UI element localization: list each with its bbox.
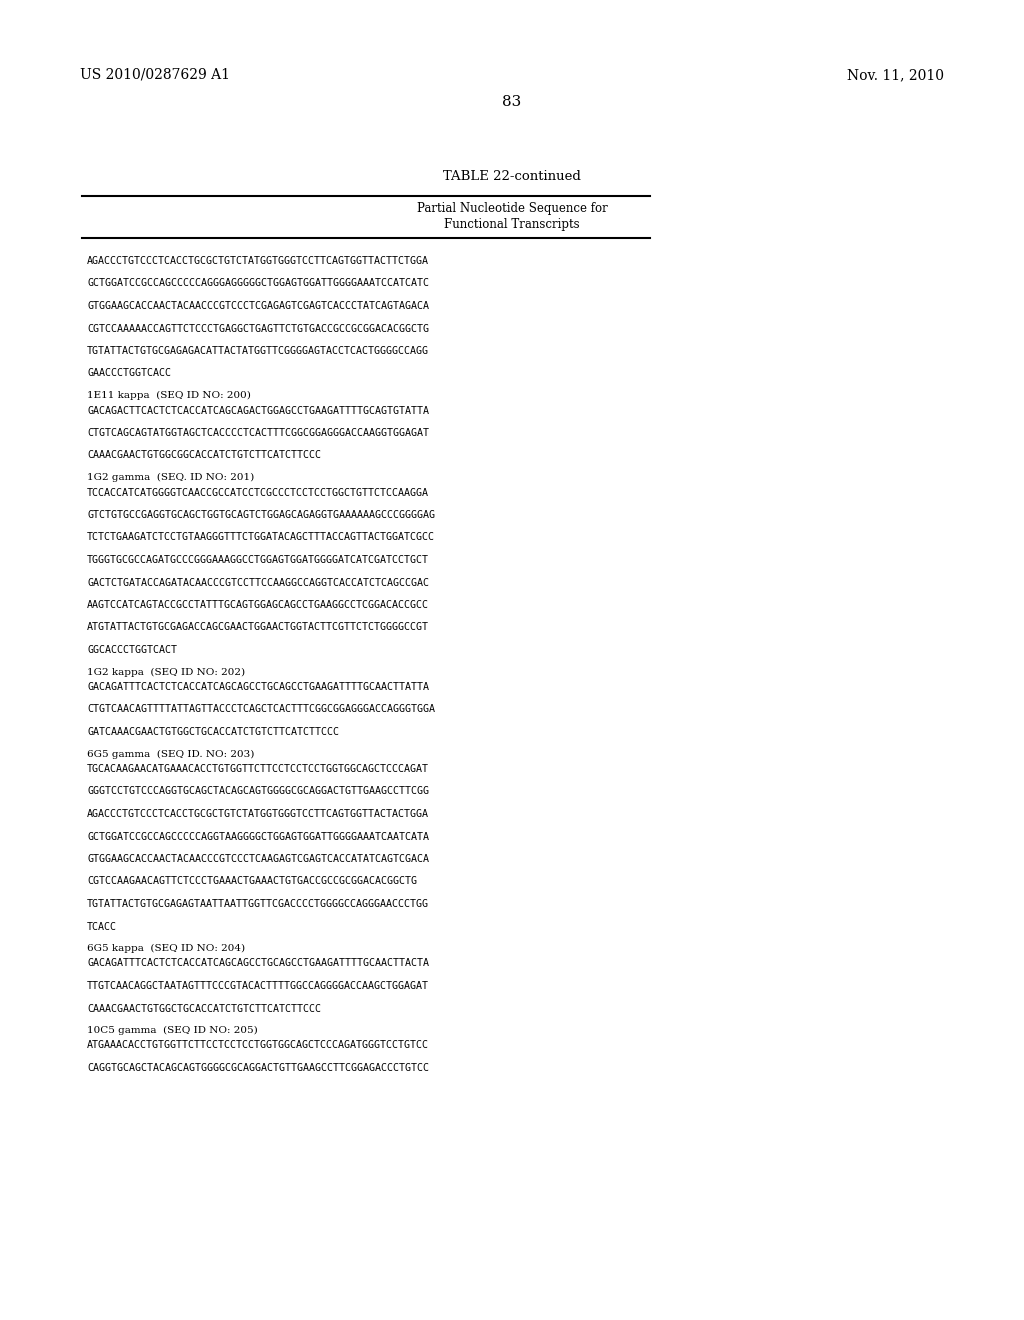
Text: ATGAAACACCTGTGGTTCTTCCTCCTCCTGGTGGCAGCTCCCAGATGGGTCCTGTCC: ATGAAACACCTGTGGTTCTTCCTCCTCCTGGTGGCAGCTC… [87, 1040, 429, 1051]
Text: CGTCCAAGAACAGTTCTCCCTGAAACTGAAACTGTGACCGCCGCGGACACGGCTG: CGTCCAAGAACAGTTCTCCCTGAAACTGAAACTGTGACCG… [87, 876, 417, 887]
Text: CGTCCAAAAACCAGTTCTCCCTGAGGCTGAGTTCTGTGACCGCCGCGGACACGGCTG: CGTCCAAAAACCAGTTCTCCCTGAGGCTGAGTTCTGTGAC… [87, 323, 429, 334]
Text: CAGGTGCAGCTACAGCAGTGGGGCGCAGGACTGTTGAAGCCTTCGGAGACCCTGTCC: CAGGTGCAGCTACAGCAGTGGGGCGCAGGACTGTTGAAGC… [87, 1063, 429, 1073]
Text: GTCTGTGCCGAGGTGCAGCTGGTGCAGTCTGGAGCAGAGGTGAAAAAAGCCCGGGGAG: GTCTGTGCCGAGGTGCAGCTGGTGCAGTCTGGAGCAGAGG… [87, 510, 435, 520]
Text: GACAGACTTCACTCTCACCATCAGCAGACTGGAGCCTGAAGATTTTGCAGTGTATTA: GACAGACTTCACTCTCACCATCAGCAGACTGGAGCCTGAA… [87, 405, 429, 416]
Text: TGCACAAGAACATGAAACACCTGTGGTTCTTCCTCCTCCTGGTGGCAGCTCCCAGAT: TGCACAAGAACATGAAACACCTGTGGTTCTTCCTCCTCCT… [87, 764, 429, 774]
Text: CAAACGAACTGTGGCGGCACCATCTGTCTTCATCTTCCC: CAAACGAACTGTGGCGGCACCATCTGTCTTCATCTTCCC [87, 450, 322, 461]
Text: GGCACCCTGGTCACT: GGCACCCTGGTCACT [87, 645, 177, 655]
Text: GGGTCCTGTCCCAGGTGCAGCTACAGCAGTGGGGCGCAGGACTGTTGAAGCCTTCGG: GGGTCCTGTCCCAGGTGCAGCTACAGCAGTGGGGCGCAGG… [87, 787, 429, 796]
Text: GATCAAACGAACTGTGGCTGCACCATCTGTCTTCATCTTCCC: GATCAAACGAACTGTGGCTGCACCATCTGTCTTCATCTTC… [87, 727, 339, 737]
Text: AGACCCTGTCCCTCACCTGCGCTGTCTATGGTGGGTCCTTCAGTGGTTACTTCTGGA: AGACCCTGTCCCTCACCTGCGCTGTCTATGGTGGGTCCTT… [87, 256, 429, 267]
Text: 6G5 gamma  (SEQ ID. NO: 203): 6G5 gamma (SEQ ID. NO: 203) [87, 750, 254, 759]
Text: 1G2 gamma  (SEQ. ID NO: 201): 1G2 gamma (SEQ. ID NO: 201) [87, 473, 254, 482]
Text: TGTATTACTGTGCGAGAGACATTACTATGGTTCGGGGAGTACCTCACTGGGGCCAGG: TGTATTACTGTGCGAGAGACATTACTATGGTTCGGGGAGT… [87, 346, 429, 356]
Text: AAGTCCATCAGTACCGCCTATTTGCAGTGGAGCAGCCTGAAGGCCTCGGACACCGCC: AAGTCCATCAGTACCGCCTATTTGCAGTGGAGCAGCCTGA… [87, 601, 429, 610]
Text: TGTATTACTGTGCGAGAGTAATTAATTGGTTCGACCCCTGGGGCCAGGGAACCCTGG: TGTATTACTGTGCGAGAGTAATTAATTGGTTCGACCCCTG… [87, 899, 429, 909]
Text: Functional Transcripts: Functional Transcripts [444, 218, 580, 231]
Text: TCTCTGAAGATCTCCTGTAAGGGTTTCTGGATACAGCTTTACCAGTTACTGGATCGCC: TCTCTGAAGATCTCCTGTAAGGGTTTCTGGATACAGCTTT… [87, 532, 435, 543]
Text: AGACCCTGTCCCTCACCTGCGCTGTCTATGGTGGGTCCTTCAGTGGTTACTACTGGA: AGACCCTGTCCCTCACCTGCGCTGTCTATGGTGGGTCCTT… [87, 809, 429, 818]
Text: 1E11 kappa  (SEQ ID NO: 200): 1E11 kappa (SEQ ID NO: 200) [87, 391, 251, 400]
Text: CAAACGAACTGTGGCTGCACCATCTGTCTTCATCTTCCC: CAAACGAACTGTGGCTGCACCATCTGTCTTCATCTTCCC [87, 1003, 322, 1014]
Text: 6G5 kappa  (SEQ ID NO: 204): 6G5 kappa (SEQ ID NO: 204) [87, 944, 245, 953]
Text: 10C5 gamma  (SEQ ID NO: 205): 10C5 gamma (SEQ ID NO: 205) [87, 1026, 258, 1035]
Text: TCACC: TCACC [87, 921, 117, 932]
Text: Partial Nucleotide Sequence for: Partial Nucleotide Sequence for [417, 202, 607, 215]
Text: TCCACCATCATGGGGTCAACCGCCATCCTCGCCCTCCTCCTGGCTGTTCTCCAAGGA: TCCACCATCATGGGGTCAACCGCCATCCTCGCCCTCCTCC… [87, 487, 429, 498]
Text: TABLE 22-continued: TABLE 22-continued [443, 170, 581, 183]
Text: GACAGATTTCACTCTCACCATCAGCAGCCTGCAGCCTGAAGATTTTGCAACTTATTA: GACAGATTTCACTCTCACCATCAGCAGCCTGCAGCCTGAA… [87, 682, 429, 692]
Text: CTGTCAGCAGTATGGTAGCTCACCCCTCACTTTCGGCGGAGGGACCAAGGTGGAGAT: CTGTCAGCAGTATGGTAGCTCACCCCTCACTTTCGGCGGA… [87, 428, 429, 438]
Text: CTGTCAACAGTTTTATTAGTTACCCTCAGCTCACTTTCGGCGGAGGGACCAGGGTGGA: CTGTCAACAGTTTTATTAGTTACCCTCAGCTCACTTTCGG… [87, 705, 435, 714]
Text: GCTGGATCCGCCAGCCCCCAGGTAAGGGGCTGGAGTGGATTGGGGAAATCAATCATA: GCTGGATCCGCCAGCCCCCAGGTAAGGGGCTGGAGTGGAT… [87, 832, 429, 842]
Text: TTGTCAACAGGCTAATAGTTTCCCGTACACTTTTGGCCAGGGGACCAAGCTGGAGAT: TTGTCAACAGGCTAATAGTTTCCCGTACACTTTTGGCCAG… [87, 981, 429, 991]
Text: GAACCCTGGTCACC: GAACCCTGGTCACC [87, 368, 171, 379]
Text: TGGGTGCGCCAGATGCCCGGGAAAGGCCTGGAGTGGATGGGGATCATCGATCCTGCT: TGGGTGCGCCAGATGCCCGGGAAAGGCCTGGAGTGGATGG… [87, 554, 429, 565]
Text: GACTCTGATACCAGATACAACCCGTCCTTCCAAGGCCAGGTCACCATCTCAGCCGAC: GACTCTGATACCAGATACAACCCGTCCTTCCAAGGCCAGG… [87, 578, 429, 587]
Text: 1G2 kappa  (SEQ ID NO: 202): 1G2 kappa (SEQ ID NO: 202) [87, 668, 245, 677]
Text: Nov. 11, 2010: Nov. 11, 2010 [847, 69, 944, 82]
Text: ATGTATTACTGTGCGAGACCAGCGAACTGGAACTGGTACTTCGTTCTCTGGGGCCGT: ATGTATTACTGTGCGAGACCAGCGAACTGGAACTGGTACT… [87, 623, 429, 632]
Text: 83: 83 [503, 95, 521, 110]
Text: GCTGGATCCGCCAGCCCCCAGGGAGGGGGCTGGAGTGGATTGGGGAAATCCATCATC: GCTGGATCCGCCAGCCCCCAGGGAGGGGGCTGGAGTGGAT… [87, 279, 429, 289]
Text: GTGGAAGCACCAACTACAACCCGTCCCTCAAGAGTCGAGTCACCATATCAGTCGACA: GTGGAAGCACCAACTACAACCCGTCCCTCAAGAGTCGAGT… [87, 854, 429, 865]
Text: GACAGATTTCACTCTCACCATCAGCAGCCTGCAGCCTGAAGATTTTGCAACTTACTA: GACAGATTTCACTCTCACCATCAGCAGCCTGCAGCCTGAA… [87, 958, 429, 969]
Text: US 2010/0287629 A1: US 2010/0287629 A1 [80, 69, 230, 82]
Text: GTGGAAGCACCAACTACAACCCGTCCCTCGAGAGTCGAGTCACCCTATCAGTAGACA: GTGGAAGCACCAACTACAACCCGTCCCTCGAGAGTCGAGT… [87, 301, 429, 312]
